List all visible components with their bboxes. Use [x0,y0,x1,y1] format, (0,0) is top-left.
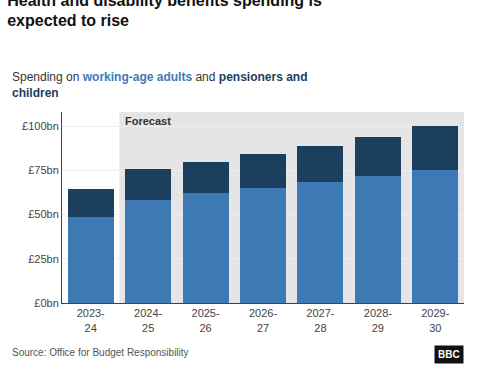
svg-text:Source: Office for Budget Resp: Source: Office for Budget Responsibility [12,347,189,358]
svg-text:2024-25: 2024-25 [134,307,162,333]
svg-text:£75bn: £75bn [28,164,59,176]
svg-text:2025-26: 2025-26 [191,307,219,333]
svg-text:£25bn: £25bn [28,253,59,265]
svg-text:2027-28: 2027-28 [306,307,334,333]
svg-text:£100bn: £100bn [22,120,59,132]
svg-text:2023-24: 2023-24 [77,307,105,333]
svg-text:£50bn: £50bn [28,208,59,220]
svg-text:2028-29: 2028-29 [364,307,392,333]
svg-text:Health and disability benefits: Health and disability benefits spending … [7,0,322,29]
svg-text:2029-30: 2029-30 [421,307,449,333]
svg-text:BBC: BBC [438,349,460,360]
svg-text:2026-27: 2026-27 [249,307,277,333]
svg-text:£0bn: £0bn [34,297,58,309]
svg-text:Spending on working-age adults: Spending on working-age adults and pensi… [12,70,307,100]
svg-text:Forecast: Forecast [125,115,171,127]
